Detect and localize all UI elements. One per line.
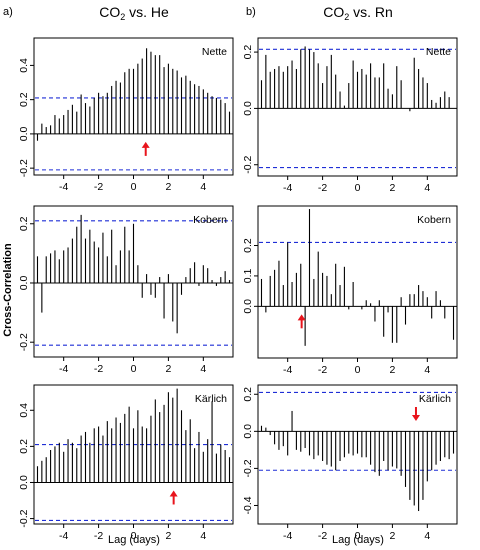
y-tick-label: 0.0 — [18, 276, 30, 291]
y-tick-label: 0.0 — [18, 126, 30, 141]
x-tick-label: 4 — [200, 181, 206, 193]
y-tick-label: 0.0 — [242, 299, 254, 314]
x-tick-label: -4 — [59, 181, 68, 193]
site-label: Kobern — [417, 214, 451, 226]
chart-rn-karlich: -4 -2 0 2 4 -0.4 -0.2 0.0 0.2 Kärlich — [242, 384, 458, 542]
chart-panels: -4 -2 0 2 4 -0.2 0.0 0.2 0.4 Nette -4 -2 0 2 4 -0.2 0.0 0… — [18, 37, 458, 542]
x-tick-label: -2 — [94, 363, 103, 375]
title-rn-suffix: vs. Rn — [349, 4, 393, 20]
x-tick-label: 0 — [131, 363, 137, 375]
x-tick-label: 0 — [355, 364, 361, 376]
y-tick-label: 0.2 — [18, 216, 30, 231]
y-tick-label: 0.2 — [242, 45, 254, 60]
title-rn-prefix: CO — [323, 4, 344, 20]
x-tick-label: 2 — [389, 530, 395, 542]
x-tick-label: -4 — [283, 364, 292, 376]
lag-arrow-head — [141, 141, 150, 148]
title-rn-sub: 2 — [344, 12, 349, 22]
x-tick-label: 2 — [389, 364, 395, 376]
y-tick-label: 0.2 — [18, 92, 30, 107]
site-label: Kärlich — [419, 393, 451, 405]
column-title-rn: CO2 vs. Rn — [323, 4, 393, 22]
lag-arrow-head — [411, 415, 420, 421]
x-tick-label: -2 — [94, 530, 103, 542]
title-he-sub: 2 — [120, 12, 125, 22]
y-tick-label: 0.0 — [242, 101, 254, 116]
x-axis-label-rn: Lag (days) — [332, 534, 384, 546]
x-tick-label: -2 — [94, 181, 103, 193]
x-tick-label: 4 — [424, 530, 430, 542]
y-tick-label: -0.2 — [18, 159, 30, 177]
x-tick-label: -4 — [283, 182, 292, 194]
x-tick-label: 0 — [131, 530, 137, 542]
y-tick-label: 0.4 — [18, 58, 30, 73]
y-tick-label: -0.4 — [242, 496, 254, 514]
x-tick-label: 4 — [200, 530, 206, 542]
lag-arrow-head — [169, 490, 178, 497]
x-tick-label: -2 — [318, 530, 327, 542]
x-axis-label-he: Lag (days) — [108, 534, 160, 546]
y-tick-label: 0.2 — [18, 439, 30, 454]
x-tick-label: 0 — [131, 181, 137, 193]
title-he-suffix: vs. He — [125, 4, 169, 20]
x-tick-label: 4 — [424, 182, 430, 194]
y-tick-label: 0.0 — [242, 424, 254, 439]
chart-he-karlich: -4 -2 0 2 4 -0.2 0.0 0.2 0.4 Kärlich — [18, 384, 234, 542]
x-tick-label: 2 — [389, 182, 395, 194]
y-tick-label: -0.2 — [242, 156, 254, 174]
x-tick-label: 0 — [355, 182, 361, 194]
y-tick-label: -0.2 — [242, 459, 254, 477]
chart-he-nette: -4 -2 0 2 4 -0.2 0.0 0.2 0.4 Nette — [18, 37, 234, 193]
x-tick-label: -2 — [318, 182, 327, 194]
site-label: Nette — [426, 46, 451, 58]
site-label: Nette — [202, 46, 227, 58]
y-tick-label: 0.2 — [242, 387, 254, 402]
x-tick-label: 2 — [165, 530, 171, 542]
y-tick-label: -0.2 — [18, 509, 30, 527]
y-tick-label: 0.4 — [18, 403, 30, 418]
chart-rn-nette: -4 -2 0 2 4 -0.2 0.0 0.2 Nette — [242, 37, 458, 194]
x-tick-label: 0 — [355, 530, 361, 542]
site-label: Kärlich — [195, 393, 227, 405]
y-tick-label: 0.1 — [242, 268, 254, 283]
y-tick-label: 0.2 — [242, 238, 254, 253]
shared-y-axis-label: Cross-Correlation — [2, 243, 14, 337]
x-tick-label: -4 — [59, 530, 68, 542]
y-tick-label: 0.0 — [18, 475, 30, 490]
title-he-prefix: CO — [99, 4, 120, 20]
x-tick-label: 4 — [200, 363, 206, 375]
x-tick-label: 2 — [165, 363, 171, 375]
x-tick-label: -4 — [59, 363, 68, 375]
lag-arrow-head — [297, 314, 306, 321]
x-tick-label: -4 — [283, 530, 292, 542]
x-tick-label: -2 — [318, 364, 327, 376]
x-tick-label: 2 — [165, 181, 171, 193]
panel-letter-a: a) — [3, 6, 13, 18]
x-tick-label: 4 — [424, 364, 430, 376]
y-tick-label: -0.2 — [18, 333, 30, 351]
chart-rn-kobern: -4 -2 0 2 4 0.0 0.1 0.2 Kobern — [242, 205, 458, 376]
column-title-he: CO2 vs. He — [99, 4, 169, 22]
chart-he-kobern: -4 -2 0 2 4 -0.2 0.0 0.2 Kobern — [18, 205, 234, 375]
panel-letter-b: b) — [246, 6, 256, 18]
site-label: Kobern — [193, 214, 227, 226]
